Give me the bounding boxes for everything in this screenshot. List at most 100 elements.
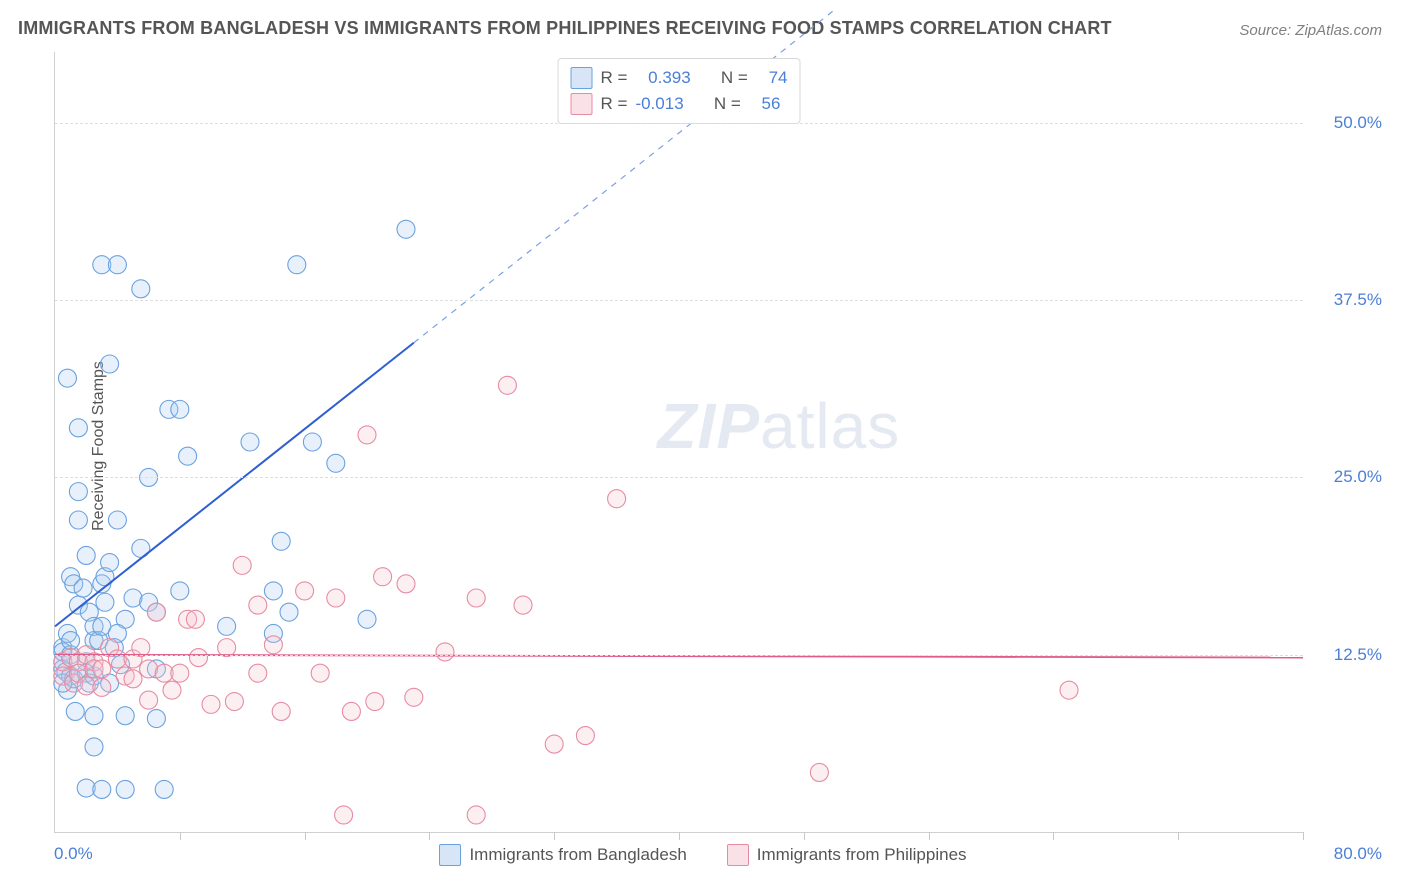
x-tick <box>804 832 805 840</box>
x-tick <box>679 832 680 840</box>
x-tick <box>1178 832 1179 840</box>
x-tick <box>1053 832 1054 840</box>
data-point-bangladesh <box>116 707 134 725</box>
stat-row-bangladesh: R = 0.393 N = 74 <box>571 65 788 91</box>
data-point-bangladesh <box>116 780 134 798</box>
gridline <box>55 123 1303 124</box>
data-point-philippines <box>335 806 353 824</box>
data-point-philippines <box>311 664 329 682</box>
data-point-philippines <box>264 636 282 654</box>
data-point-philippines <box>405 688 423 706</box>
data-point-philippines <box>249 664 267 682</box>
y-tick-label: 12.5% <box>1334 645 1382 665</box>
data-point-bangladesh <box>85 707 103 725</box>
data-point-bangladesh <box>179 447 197 465</box>
data-point-bangladesh <box>69 511 87 529</box>
legend-swatch-philippines <box>727 844 749 866</box>
data-point-bangladesh <box>85 738 103 756</box>
trend-line <box>55 343 414 627</box>
data-point-philippines <box>296 582 314 600</box>
data-point-philippines <box>498 376 516 394</box>
data-point-bangladesh <box>303 433 321 451</box>
data-point-philippines <box>272 702 290 720</box>
data-point-philippines <box>342 702 360 720</box>
data-point-bangladesh <box>171 400 189 418</box>
data-point-bangladesh <box>397 220 415 238</box>
data-point-bangladesh <box>93 780 111 798</box>
data-point-bangladesh <box>272 532 290 550</box>
data-point-philippines <box>225 693 243 711</box>
data-point-philippines <box>358 426 376 444</box>
data-point-philippines <box>374 568 392 586</box>
x-tick <box>554 832 555 840</box>
stat-r-value-bangladesh: 0.393 <box>648 68 691 88</box>
data-point-bangladesh <box>101 355 119 373</box>
correlation-stat-box: R = 0.393 N = 74 R = -0.013 N = 56 <box>558 58 801 124</box>
data-point-philippines <box>171 664 189 682</box>
x-tick <box>305 832 306 840</box>
data-point-philippines <box>436 643 454 661</box>
data-point-bangladesh <box>358 610 376 628</box>
plot-area: ZIPatlas R = 0.393 N = 74 R = -0.013 N =… <box>54 52 1303 833</box>
data-point-bangladesh <box>96 593 114 611</box>
data-point-bangladesh <box>327 454 345 472</box>
chart-title: IMMIGRANTS FROM BANGLADESH VS IMMIGRANTS… <box>18 18 1112 39</box>
data-point-philippines <box>327 589 345 607</box>
data-point-philippines <box>467 589 485 607</box>
data-point-bangladesh <box>69 419 87 437</box>
data-point-philippines <box>249 596 267 614</box>
data-point-philippines <box>190 649 208 667</box>
stat-row-philippines: R = -0.013 N = 56 <box>571 91 788 117</box>
source-label: Source: <box>1239 22 1291 39</box>
data-point-philippines <box>186 610 204 628</box>
data-point-bangladesh <box>280 603 298 621</box>
legend-item-philippines: Immigrants from Philippines <box>727 844 967 866</box>
x-tick <box>180 832 181 840</box>
gridline <box>55 477 1303 478</box>
y-tick-label: 50.0% <box>1334 113 1382 133</box>
data-point-bangladesh <box>66 702 84 720</box>
data-point-bangladesh <box>147 710 165 728</box>
data-point-philippines <box>124 670 142 688</box>
x-tick <box>1303 832 1304 840</box>
bottom-legend: Immigrants from Bangladesh Immigrants fr… <box>0 844 1406 866</box>
x-tick <box>429 832 430 840</box>
data-point-bangladesh <box>108 256 126 274</box>
data-point-bangladesh <box>74 579 92 597</box>
data-point-bangladesh <box>101 554 119 572</box>
data-point-philippines <box>147 603 165 621</box>
stat-r-label: R = <box>601 94 628 114</box>
data-point-bangladesh <box>171 582 189 600</box>
legend-swatch-bangladesh <box>439 844 461 866</box>
data-point-bangladesh <box>62 632 80 650</box>
chart-container: IMMIGRANTS FROM BANGLADESH VS IMMIGRANTS… <box>0 0 1406 892</box>
x-tick <box>929 832 930 840</box>
data-point-philippines <box>608 490 626 508</box>
data-point-philippines <box>545 735 563 753</box>
stat-n-value-philippines: 56 <box>761 94 780 114</box>
stat-r-label: R = <box>601 68 628 88</box>
data-point-philippines <box>93 678 111 696</box>
data-point-philippines <box>397 575 415 593</box>
y-tick-label: 25.0% <box>1334 467 1382 487</box>
source-attribution: Source: ZipAtlas.com <box>1239 22 1382 39</box>
legend-item-bangladesh: Immigrants from Bangladesh <box>439 844 686 866</box>
legend-label-bangladesh: Immigrants from Bangladesh <box>469 845 686 865</box>
data-point-bangladesh <box>218 617 236 635</box>
data-point-bangladesh <box>77 546 95 564</box>
data-point-bangladesh <box>155 780 173 798</box>
data-point-bangladesh <box>132 280 150 298</box>
data-point-bangladesh <box>264 582 282 600</box>
stat-n-label: N = <box>714 94 741 114</box>
data-point-philippines <box>93 660 111 678</box>
y-tick-label: 37.5% <box>1334 290 1382 310</box>
source-name: ZipAtlas.com <box>1295 22 1382 39</box>
stat-swatch-philippines <box>571 93 593 115</box>
stat-n-value-bangladesh: 74 <box>769 68 788 88</box>
data-point-philippines <box>233 556 251 574</box>
data-point-bangladesh <box>69 483 87 501</box>
legend-label-philippines: Immigrants from Philippines <box>757 845 967 865</box>
data-point-philippines <box>163 681 181 699</box>
stat-swatch-bangladesh <box>571 67 593 89</box>
gridline <box>55 300 1303 301</box>
